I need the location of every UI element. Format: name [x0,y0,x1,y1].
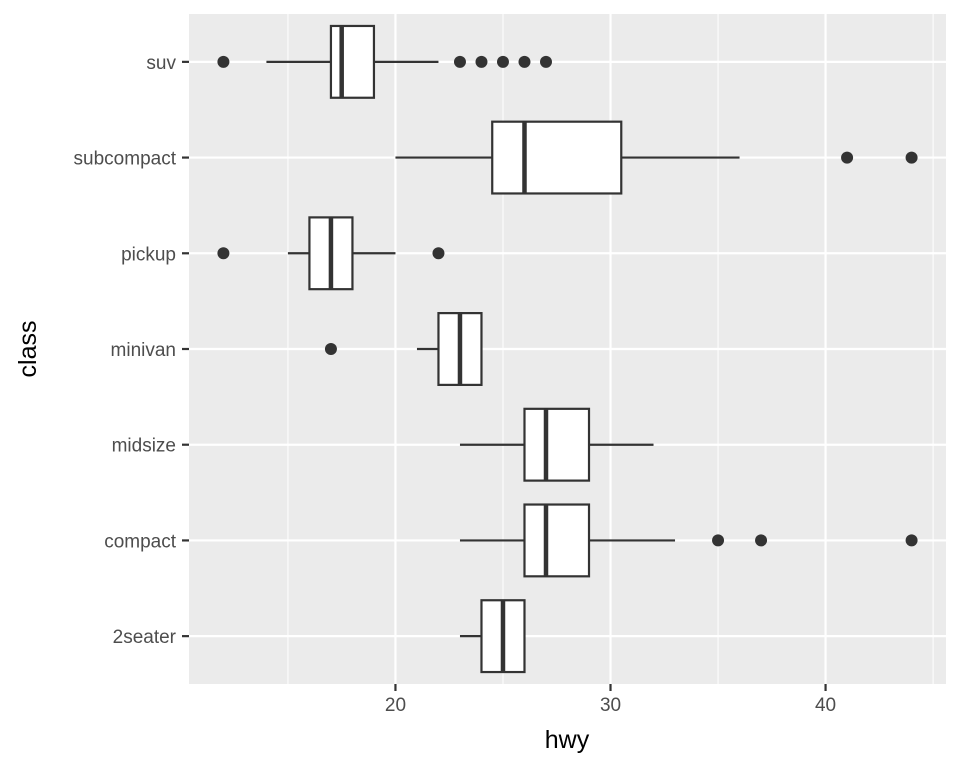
x-tick-label: 40 [815,695,836,716]
outlier-point [217,247,230,260]
outlier-point [712,534,725,547]
y-tick-label: suv [146,53,176,74]
box-compact [459,503,918,578]
y-tick-label: 2seater [113,627,177,648]
outlier-point [518,55,531,68]
outlier-point [453,55,466,68]
box-subcompact [395,120,918,195]
y-axis-title: class [14,321,42,378]
outlier-point [755,534,768,547]
x-axis: 20 30 40 [385,684,836,716]
outlier-point [432,247,445,260]
y-tick-label: subcompact [74,149,177,170]
y-tick-label: pickup [121,244,176,265]
outlier-point [217,55,230,68]
outlier-point [539,55,552,68]
iqr-box [523,503,591,578]
y-tick-label: midsize [112,436,176,457]
outlier-point [496,55,509,68]
outlier-point [475,55,488,68]
iqr-box [329,24,376,99]
y-tick-label: compact [104,531,177,552]
y-tick-label: minivan [111,340,176,361]
outlier-point [905,151,918,164]
boxes [217,24,918,674]
x-tick-label: 30 [600,695,621,716]
x-axis-title: hwy [545,726,590,754]
box-suv [217,24,552,99]
x-tick-label: 20 [385,695,406,716]
box-midsize [459,407,654,482]
outlier-point [905,534,918,547]
iqr-box [491,120,623,195]
box-2seater [459,599,526,674]
outlier-point [324,343,337,355]
outlier-point [841,151,854,164]
iqr-box [523,407,591,482]
y-axis: 2seater compact midsize minivan pickup subcom… [74,53,189,648]
box-minivan [324,312,483,386]
box-pickup [217,216,445,291]
